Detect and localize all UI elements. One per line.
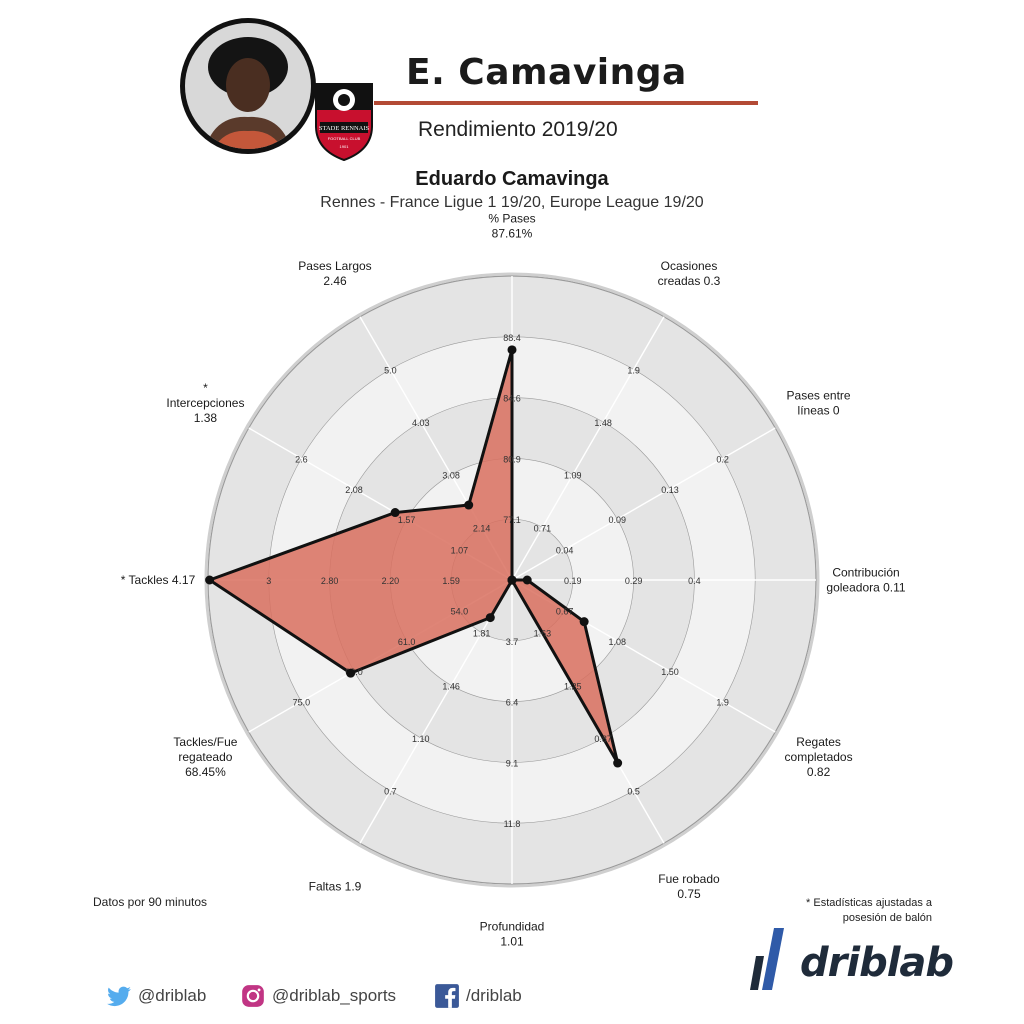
facebook-handle: /driblab bbox=[466, 986, 522, 1005]
driblab-logo: driblab bbox=[744, 926, 954, 992]
radar-axis-label: * Intercepciones 1.38 bbox=[166, 381, 244, 425]
radar-tick-label: 0.87 bbox=[594, 734, 612, 744]
radar-data-point bbox=[579, 617, 589, 627]
instagram-handle: @driblab_sports bbox=[272, 986, 397, 1005]
radar-data-point bbox=[613, 758, 623, 768]
radar-data-point bbox=[346, 668, 356, 678]
radar-tick-label: 0.5 bbox=[627, 787, 640, 797]
radar-tick-label: 3.08 bbox=[442, 471, 460, 481]
radar-axis-label: * Tackles 4.17 bbox=[121, 573, 196, 587]
radar-data-point bbox=[485, 613, 495, 623]
radar-data-point bbox=[464, 500, 474, 510]
radar-tick-label: 1.09 bbox=[564, 471, 582, 481]
footnote-possession-adjusted: * Estadísticas ajustadas a posesión de b… bbox=[806, 897, 932, 924]
radar-tick-label: 1.07 bbox=[451, 546, 469, 556]
radar-tick-label: 1.9 bbox=[627, 365, 640, 375]
driblab-mark-icon bbox=[750, 928, 784, 990]
radar-tick-label: 1.46 bbox=[442, 681, 460, 691]
header: STADE RENNAIS FOOTBALL CLUB 1901 E. Cama… bbox=[0, 0, 1024, 170]
radar-tick-label: 0.7 bbox=[384, 787, 397, 797]
chart-title: Eduardo Camavinga bbox=[415, 168, 609, 190]
radar-axis-label: Regates completados 0.82 bbox=[785, 735, 853, 779]
radar-tick-label: 11.8 bbox=[504, 819, 521, 829]
radar-axis-label: Ocasiones creadas 0.3 bbox=[658, 259, 721, 288]
radar-tick-label: 1.63 bbox=[534, 629, 552, 639]
radar-tick-label: 0.09 bbox=[609, 515, 627, 525]
radar-tick-label: 2.20 bbox=[382, 576, 400, 586]
player-avatar bbox=[180, 18, 316, 154]
radar-axis-label: Faltas 1.9 bbox=[309, 880, 362, 894]
radar-tick-label: 5.0 bbox=[384, 365, 397, 375]
radar-tick-label: 2.6 bbox=[295, 454, 308, 464]
radar-spoke bbox=[511, 427, 776, 581]
chart-subtitle: Rennes - France Ligue 1 19/20, Europe Le… bbox=[320, 194, 704, 211]
radar-tick-label: 2.08 bbox=[345, 485, 363, 495]
radar-tick-label: 1.57 bbox=[398, 515, 416, 525]
radar-tick-label: 1.50 bbox=[661, 667, 679, 677]
radar-tick-label: 54.0 bbox=[451, 606, 469, 616]
twitter-link[interactable]: @driblab bbox=[106, 982, 206, 1010]
footnote-per-90: Datos por 90 minutos bbox=[93, 895, 208, 909]
radar-tick-label: 0.2 bbox=[716, 454, 729, 464]
twitter-icon bbox=[107, 986, 131, 1007]
radar-tick-label: 1.25 bbox=[564, 681, 582, 691]
radar-tick-label: 2.14 bbox=[473, 523, 491, 533]
radar-tick-label: 0.67 bbox=[556, 606, 574, 616]
facebook-link[interactable]: /driblab bbox=[434, 982, 522, 1010]
radar-tick-label: 2.80 bbox=[321, 576, 339, 586]
radar-tick-label: 1.48 bbox=[594, 418, 612, 428]
facebook-icon bbox=[435, 984, 459, 1008]
radar-data-point bbox=[522, 575, 532, 585]
radar-tick-label: 0.29 bbox=[625, 576, 643, 586]
radar-data-point bbox=[205, 575, 215, 585]
radar-tick-label: 1.9 bbox=[716, 698, 729, 708]
crest-text-2: FOOTBALL CLUB bbox=[328, 136, 361, 141]
crest-text-1: STADE RENNAIS bbox=[319, 125, 370, 132]
radar-tick-label: 0.13 bbox=[661, 485, 679, 495]
radar-tick-label: 0.19 bbox=[564, 576, 582, 586]
instagram-link[interactable]: @driblab_sports bbox=[240, 982, 396, 1010]
radar-axis-label: Fue robado 0.75 bbox=[658, 872, 720, 901]
radar-tick-label: 77.1 bbox=[503, 515, 521, 525]
season-title: Rendimiento 2019/20 bbox=[418, 118, 618, 141]
radar-tick-label: 61.0 bbox=[398, 637, 416, 647]
club-crest-icon: STADE RENNAIS FOOTBALL CLUB 1901 bbox=[315, 83, 373, 162]
radar-tick-label: 3.7 bbox=[506, 637, 519, 647]
radar-axis-label: % Pases 87.61% bbox=[488, 212, 535, 241]
radar-tick-label: 75.0 bbox=[293, 698, 311, 708]
radar-data-point bbox=[507, 575, 517, 585]
player-name: E. Camavinga bbox=[406, 52, 687, 93]
radar-tick-label: 1.10 bbox=[412, 734, 430, 744]
radar-axis-label: Contribución goleadora 0.11 bbox=[826, 566, 906, 595]
radar-tick-label: 0.71 bbox=[534, 523, 552, 533]
radar-axis-label: Profundidad 1.01 bbox=[480, 920, 545, 949]
radar-axis-label: Tackles/Fue regateado 68.45% bbox=[173, 735, 237, 779]
radar-tick-label: 6.4 bbox=[506, 698, 519, 708]
radar-tick-label: 0.4 bbox=[688, 576, 701, 586]
brand-wordmark: driblab bbox=[800, 940, 954, 986]
radar-tick-label: 0.04 bbox=[556, 546, 574, 556]
instagram-icon bbox=[242, 985, 264, 1007]
radar-tick-label: 88.4 bbox=[503, 333, 521, 343]
radar-data-point bbox=[390, 508, 400, 518]
radar-data-point bbox=[507, 345, 517, 355]
title-rule bbox=[374, 101, 758, 105]
twitter-handle: @driblab bbox=[138, 986, 207, 1005]
crest-year: 1901 bbox=[340, 144, 350, 149]
radar-axis-label: Pases Largos 2.46 bbox=[298, 259, 371, 288]
radar-spoke bbox=[359, 579, 513, 844]
radar-axis-label: Pases entre líneas 0 bbox=[787, 389, 851, 418]
radar-tick-label: 1.08 bbox=[609, 637, 627, 647]
radar-tick-label: 4.03 bbox=[412, 418, 430, 428]
radar-tick-label: 3 bbox=[266, 576, 271, 586]
radar-spoke bbox=[511, 316, 665, 581]
radar-tick-label: 84.6 bbox=[503, 394, 521, 404]
radar-tick-label: 1.81 bbox=[473, 629, 491, 639]
radar-tick-label: 80.9 bbox=[503, 454, 521, 464]
radar-tick-label: 1.59 bbox=[442, 576, 460, 586]
radar-tick-label: 9.1 bbox=[506, 758, 519, 768]
